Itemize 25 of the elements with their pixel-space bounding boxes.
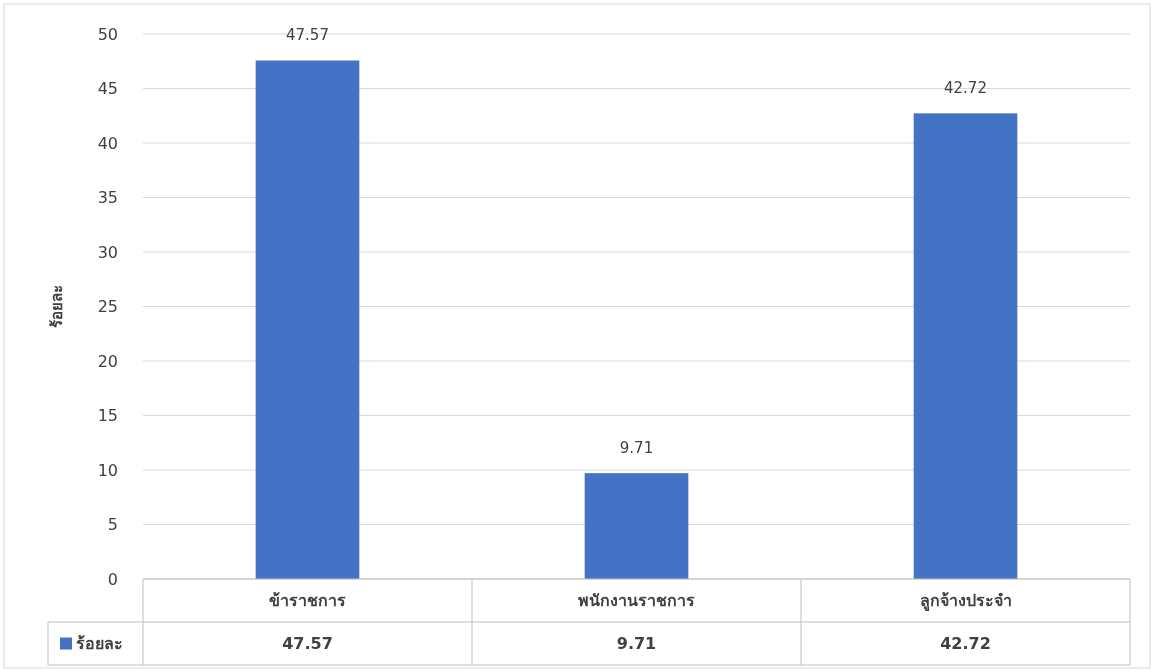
data-label: 42.72 xyxy=(940,634,991,654)
x-tick-label: พนักงานราชการ xyxy=(578,591,695,611)
y-tick-label: 45 xyxy=(97,79,118,99)
annotation: 42.72 xyxy=(944,79,987,98)
bar xyxy=(255,60,360,579)
y-tick-label: 0 xyxy=(107,569,118,589)
data-label: 9.71 xyxy=(616,634,657,654)
annotation: 9.71 xyxy=(619,439,654,458)
y-tick-label: 10 xyxy=(97,460,118,480)
x-tick-label: ลูกจ้างประจำ xyxy=(919,591,1012,613)
legend-label: ร้อยละ xyxy=(76,634,123,654)
y-tick-label: 30 xyxy=(97,242,118,262)
x-tick-label: ข้าราชการ xyxy=(269,591,346,611)
data-label: 47.57 xyxy=(282,634,333,654)
y-tick-label: 40 xyxy=(97,133,118,153)
annotation: 47.57 xyxy=(286,26,329,45)
bar xyxy=(584,473,689,579)
y-tick-label: 35 xyxy=(97,188,118,208)
y-tick-label: 15 xyxy=(97,406,118,426)
y-axis-title: ร้อยละ xyxy=(48,285,66,328)
bar xyxy=(913,113,1018,579)
y-tick-label: 20 xyxy=(97,351,118,371)
y-tick-label: 50 xyxy=(97,24,118,44)
y-tick-label: 25 xyxy=(97,297,118,317)
y-tick-label: 5 xyxy=(107,515,118,535)
